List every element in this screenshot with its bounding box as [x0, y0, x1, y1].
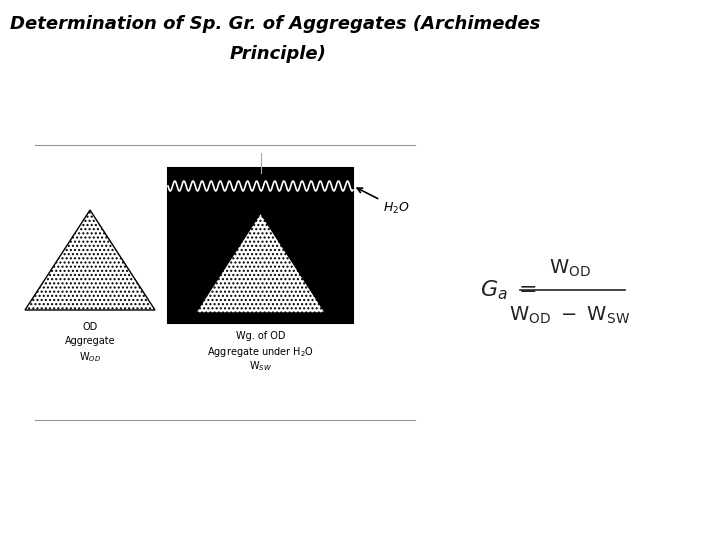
Text: Aggregate: Aggregate: [65, 336, 115, 346]
Text: $G_a\ =$: $G_a\ =$: [480, 278, 537, 302]
Text: $H_2O$: $H_2O$: [357, 188, 410, 215]
Text: W$_{SW}$: W$_{SW}$: [249, 359, 272, 373]
Bar: [168, 168, 353, 323]
Text: Aggregate under H$_2$O: Aggregate under H$_2$O: [207, 345, 314, 359]
Text: Wg. of OD: Wg. of OD: [235, 331, 285, 341]
Text: $\mathregular{W_{OD}\ -\ W_{SW}}$: $\mathregular{W_{OD}\ -\ W_{SW}}$: [510, 305, 631, 326]
Text: $\mathregular{W_{OD}}$: $\mathregular{W_{OD}}$: [549, 258, 591, 279]
Text: W$_{OD}$: W$_{OD}$: [79, 350, 101, 364]
Polygon shape: [196, 213, 325, 313]
Text: Determination of Sp. Gr. of Aggregates (Archimedes: Determination of Sp. Gr. of Aggregates (…: [10, 15, 541, 33]
Text: Principle): Principle): [230, 45, 327, 63]
Polygon shape: [25, 210, 155, 310]
Text: OD: OD: [82, 322, 98, 332]
